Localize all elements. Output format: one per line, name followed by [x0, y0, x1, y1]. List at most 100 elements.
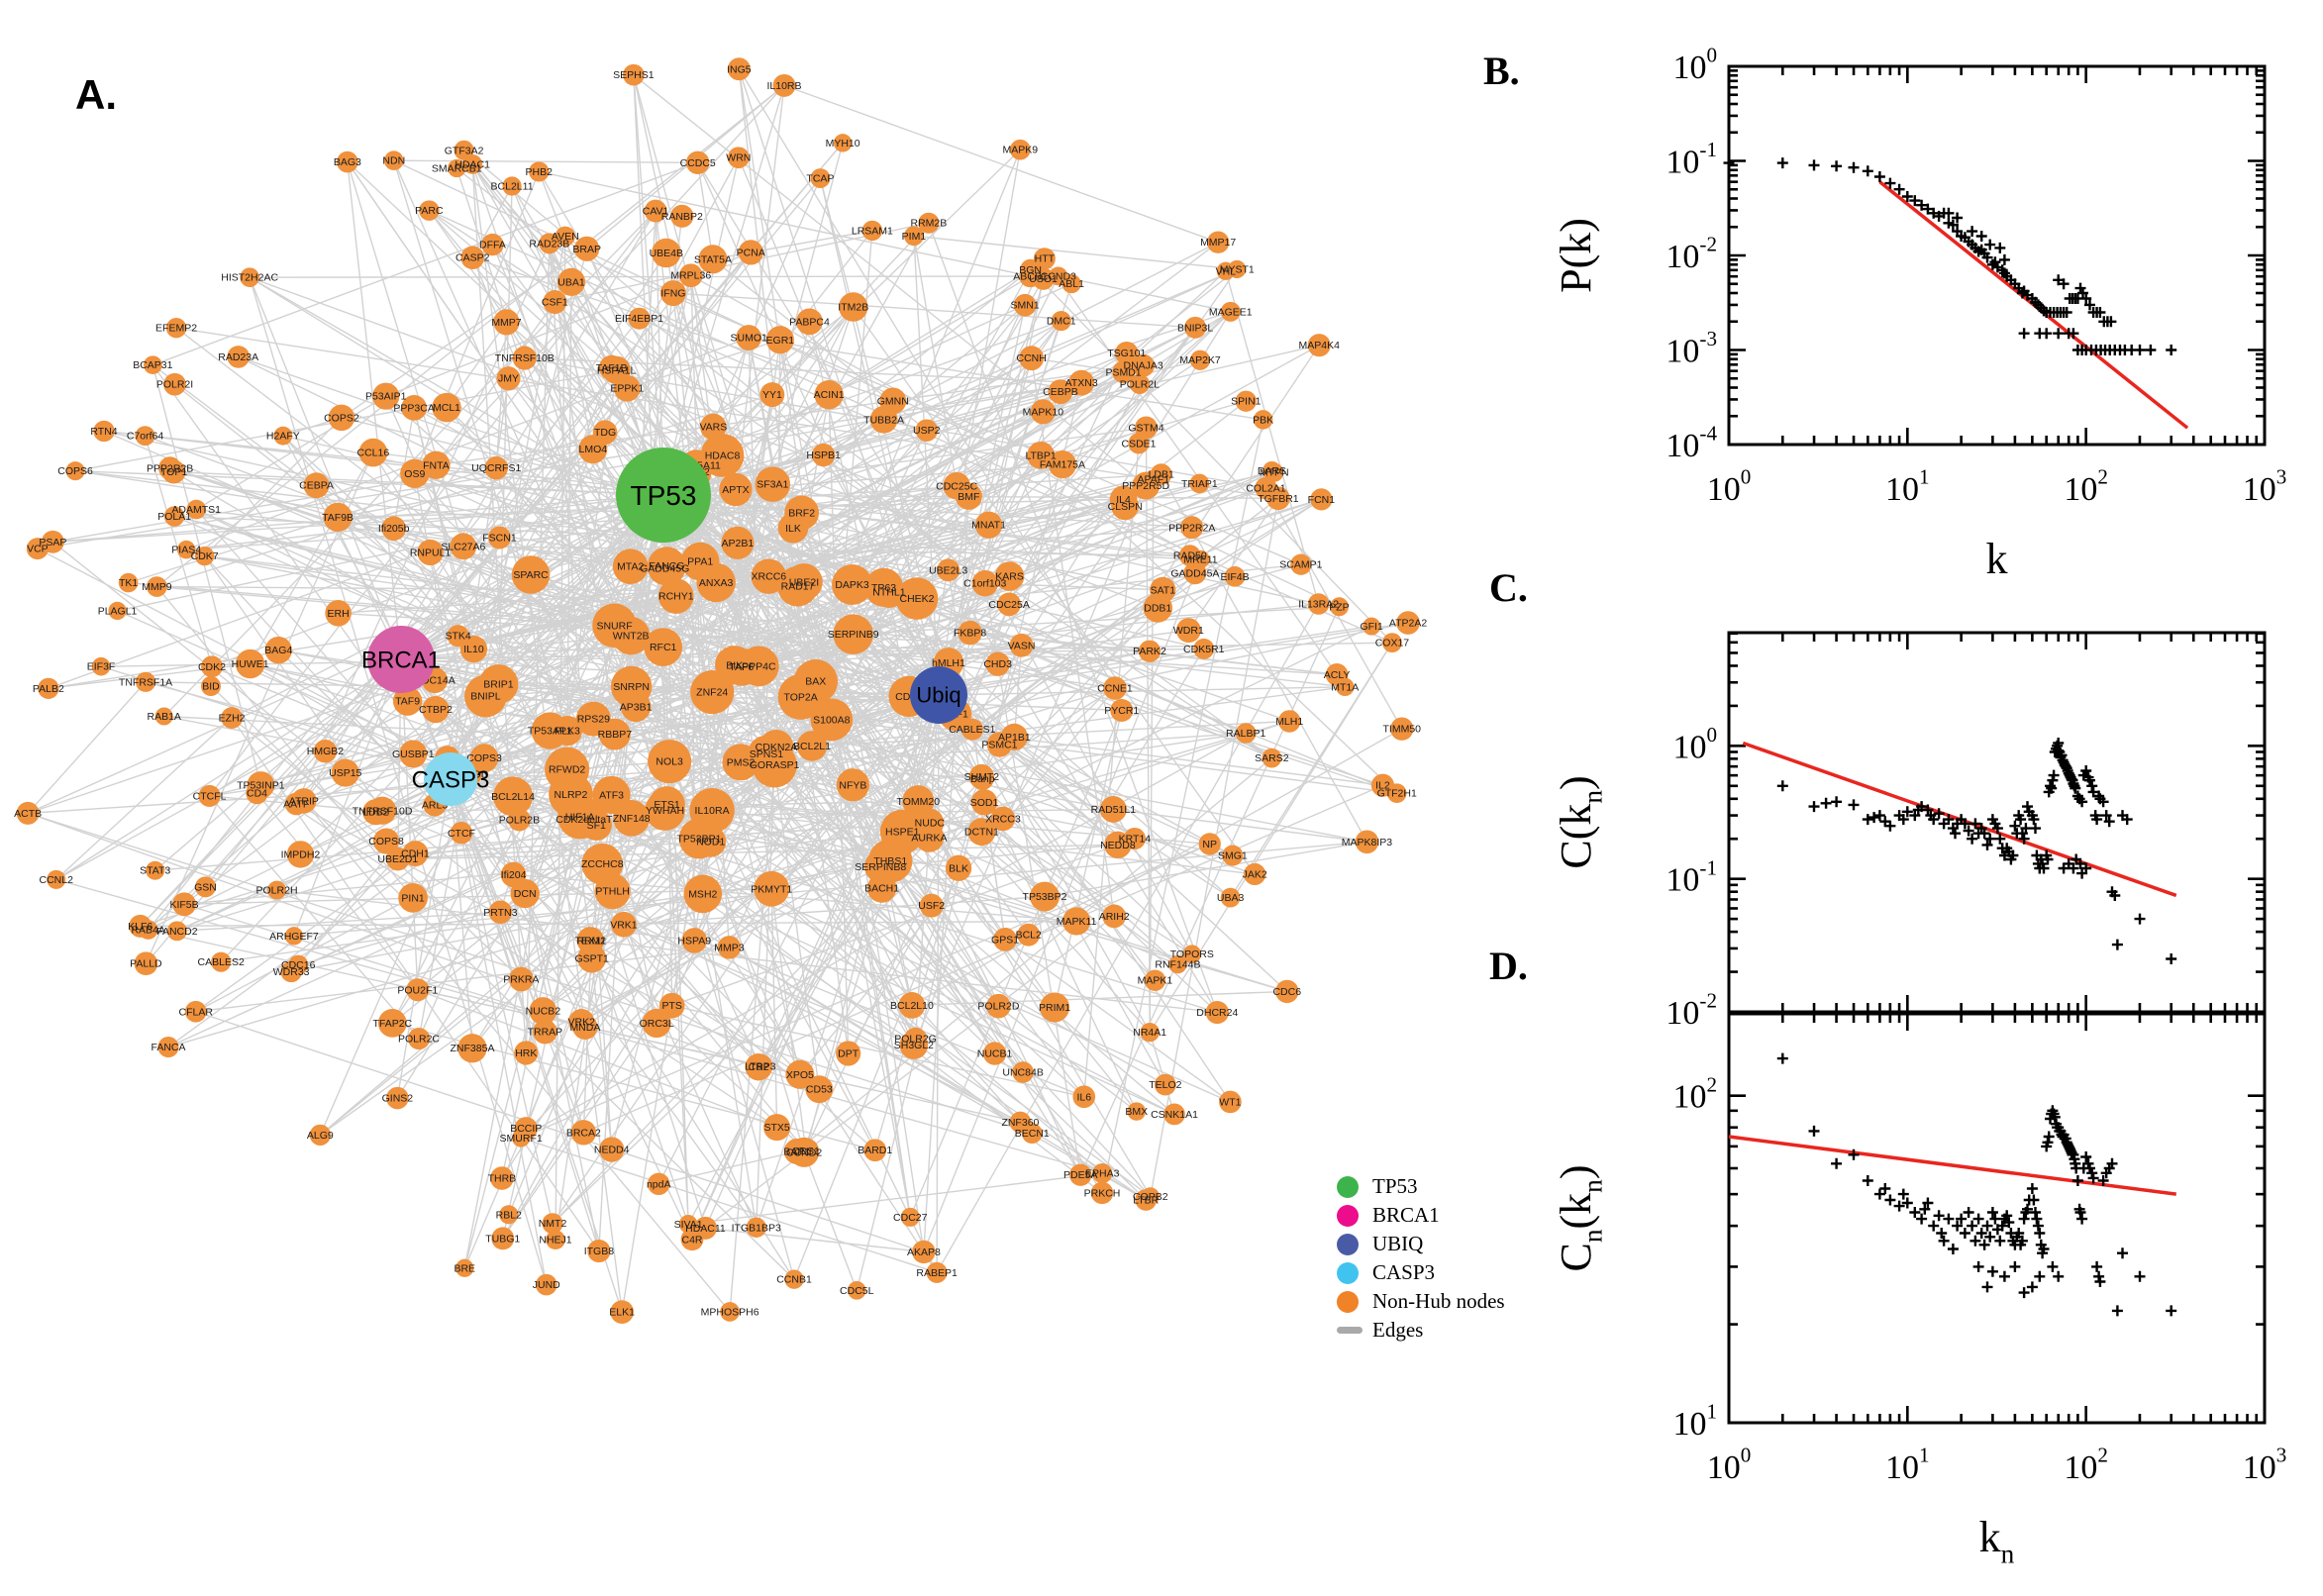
network-node-label: APTX: [722, 484, 749, 496]
network-node: [1009, 139, 1031, 160]
network-node: [377, 1008, 407, 1038]
network-node-label: RABEP1: [916, 1267, 958, 1279]
network-node-label: CDKN2A: [756, 742, 798, 753]
network-node: [450, 533, 477, 560]
network-node: [1112, 360, 1135, 384]
network-node: [738, 646, 779, 687]
network-node-label: COPS3: [466, 752, 502, 764]
network-node-label: FANCD2: [156, 926, 198, 938]
network-node: [508, 808, 531, 832]
network-node-label: BAG4: [264, 645, 292, 656]
network-node-label: POLR2B: [499, 815, 540, 827]
network-node-label: PBK: [1253, 414, 1273, 426]
network-node: [1264, 462, 1284, 482]
network-node: [970, 789, 998, 816]
network-node-label: HIF1A: [565, 812, 595, 824]
network-node: [1123, 827, 1146, 850]
network-node-label: RNF144B: [1155, 959, 1200, 971]
network-node: [323, 502, 353, 533]
network-node-label: CTBP2: [419, 704, 453, 716]
network-node-label: CDK5R1: [1183, 644, 1225, 655]
network-node-label: MPHOSPH6: [701, 1306, 759, 1318]
network-node-label: DHCR24: [1196, 1007, 1238, 1019]
network-node-label: ATF3: [599, 789, 624, 801]
network-node-label: SMG1: [1218, 850, 1248, 862]
network-node: [623, 63, 645, 86]
network-node-label: TUBG1: [485, 1233, 520, 1245]
network-node-label: TNFRSF1A: [119, 676, 172, 688]
network-node: [796, 731, 828, 761]
network-node: [1222, 845, 1244, 866]
network-node-label: USP15: [329, 767, 361, 779]
network-node-label: C7orf64: [127, 431, 164, 443]
network-node-label: RFWD2: [549, 764, 585, 776]
network-node: [1163, 1103, 1185, 1126]
network-node-label: POLA1: [157, 511, 191, 523]
network-node: [1253, 410, 1273, 430]
panel-d-label: D.: [1489, 944, 1528, 988]
network-node-label: VHL: [1216, 265, 1237, 277]
network-node-label: YWHAH: [646, 805, 684, 817]
network-node: [1189, 473, 1210, 494]
network-node-label: NP: [1202, 839, 1217, 850]
network-node: [1180, 516, 1204, 540]
network-node-label: HUWE1: [232, 658, 269, 670]
network-node-label: SPARC: [513, 569, 549, 581]
network-node-label: PSAP: [39, 537, 66, 549]
network-node: [490, 1166, 514, 1190]
network-node: [685, 150, 710, 175]
x-tick-label: 100: [1707, 1444, 1752, 1486]
network-node-label: hMLH1: [932, 657, 965, 669]
network-node: [533, 1019, 557, 1045]
network-node: [1220, 887, 1241, 908]
network-node-label: PKMYT1: [751, 883, 792, 895]
y-axis-title: C(kn): [1552, 775, 1607, 868]
hub-label-casp3: CASP3: [412, 766, 490, 793]
network-node-label: PPP2R5D: [1122, 480, 1169, 492]
network-node: [974, 511, 1003, 539]
network-node: [1184, 316, 1207, 339]
y-tick-label: 10-4: [1666, 422, 1717, 464]
network-node-label: PYCR1: [1104, 705, 1139, 717]
network-node: [1266, 486, 1290, 511]
network-node-label: STX5: [763, 1122, 789, 1134]
network-node-label: EPHA3: [1085, 1168, 1120, 1180]
network-node-label: CCNH: [1016, 352, 1046, 364]
network-node-label: PARK2: [1133, 646, 1166, 657]
network-node: [719, 472, 753, 507]
network-node-label: IL13RA2: [1298, 599, 1339, 611]
network-node: [542, 1213, 563, 1235]
network-node-label: IFNG: [660, 288, 685, 300]
network-node: [556, 267, 586, 296]
network-node: [997, 592, 1021, 617]
network-node: [557, 794, 602, 840]
network-node-label: BLK: [949, 862, 968, 874]
network-node-label: ABCB1: [1013, 270, 1048, 282]
network-node: [670, 204, 694, 228]
network-node: [914, 823, 945, 852]
network-node-label: IMPDH2: [281, 848, 321, 860]
network-node-label: AKAP8: [907, 1247, 941, 1258]
x-axis-title: kn: [1979, 1513, 2015, 1568]
network-node-label: FANCA: [152, 1042, 186, 1053]
network-node-label: UNC84B: [1002, 1066, 1043, 1078]
network-node-label: LMO4: [578, 444, 607, 455]
network-node-label: TP53BP2: [1023, 891, 1067, 903]
network-node-label: RAD23A: [218, 351, 258, 363]
x-tick-label: 102: [2064, 1444, 2108, 1486]
network-node-label: CAV1: [643, 206, 669, 218]
network-node: [166, 921, 187, 942]
network-node: [186, 499, 207, 520]
hub-node-ubiq: [910, 666, 967, 724]
network-node-label: MYH10: [826, 138, 860, 150]
network-node: [1132, 353, 1156, 377]
network-node: [1032, 267, 1055, 290]
network-node-label: ZNF24: [696, 687, 728, 699]
network-node: [745, 1052, 772, 1081]
network-node-label: SHMT2: [964, 771, 1000, 783]
network-node-label: SH3GL2: [894, 1040, 934, 1051]
network-node: [448, 158, 466, 178]
network-node: [496, 366, 521, 391]
